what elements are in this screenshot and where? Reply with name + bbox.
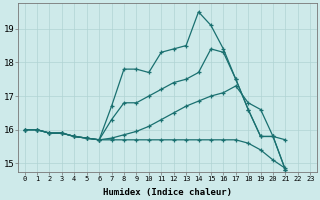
X-axis label: Humidex (Indice chaleur): Humidex (Indice chaleur) (103, 188, 232, 197)
